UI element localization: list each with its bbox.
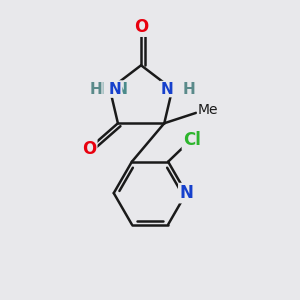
Text: O: O (134, 18, 148, 36)
Text: N: N (179, 184, 193, 202)
Text: O: O (82, 140, 96, 158)
Text: H: H (89, 82, 102, 97)
Text: Cl: Cl (183, 131, 201, 149)
Text: N: N (160, 82, 173, 97)
Text: N: N (109, 82, 122, 97)
Text: Me: Me (198, 103, 218, 118)
Text: H: H (182, 82, 195, 97)
Text: H  N: H N (92, 82, 128, 97)
